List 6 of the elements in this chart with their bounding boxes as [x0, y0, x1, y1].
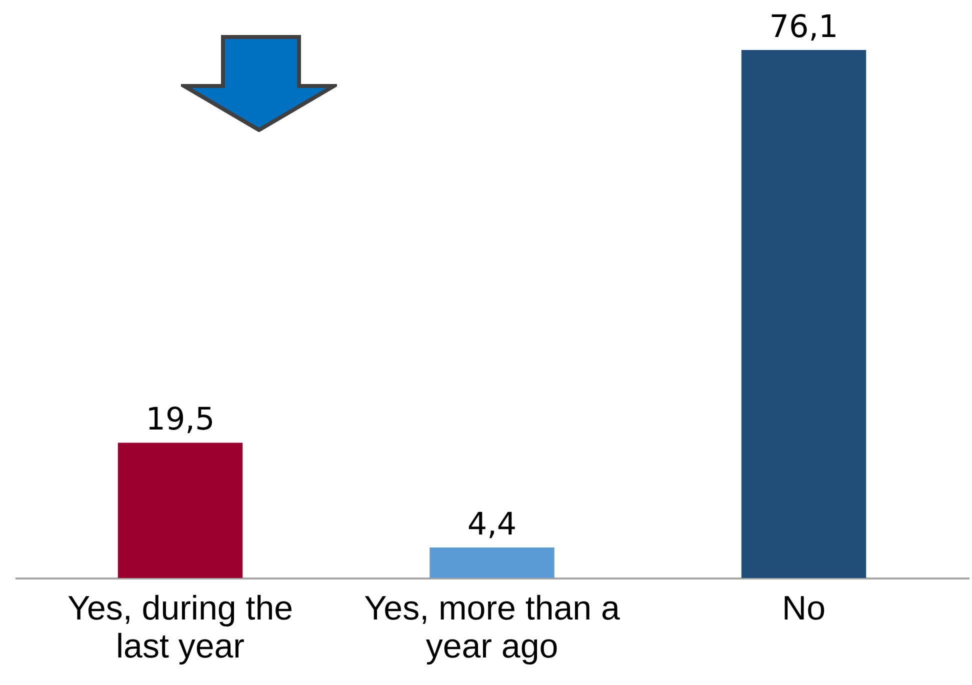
data-label: 19,5: [146, 402, 215, 438]
data-label: 76,1: [769, 9, 838, 45]
x-tick-label: Yes, during the last year: [67, 590, 294, 666]
x-tick-label: Yes, more than a year ago: [364, 590, 620, 666]
data-label: 4,4: [467, 506, 517, 542]
x-tick-label: No: [782, 590, 826, 628]
